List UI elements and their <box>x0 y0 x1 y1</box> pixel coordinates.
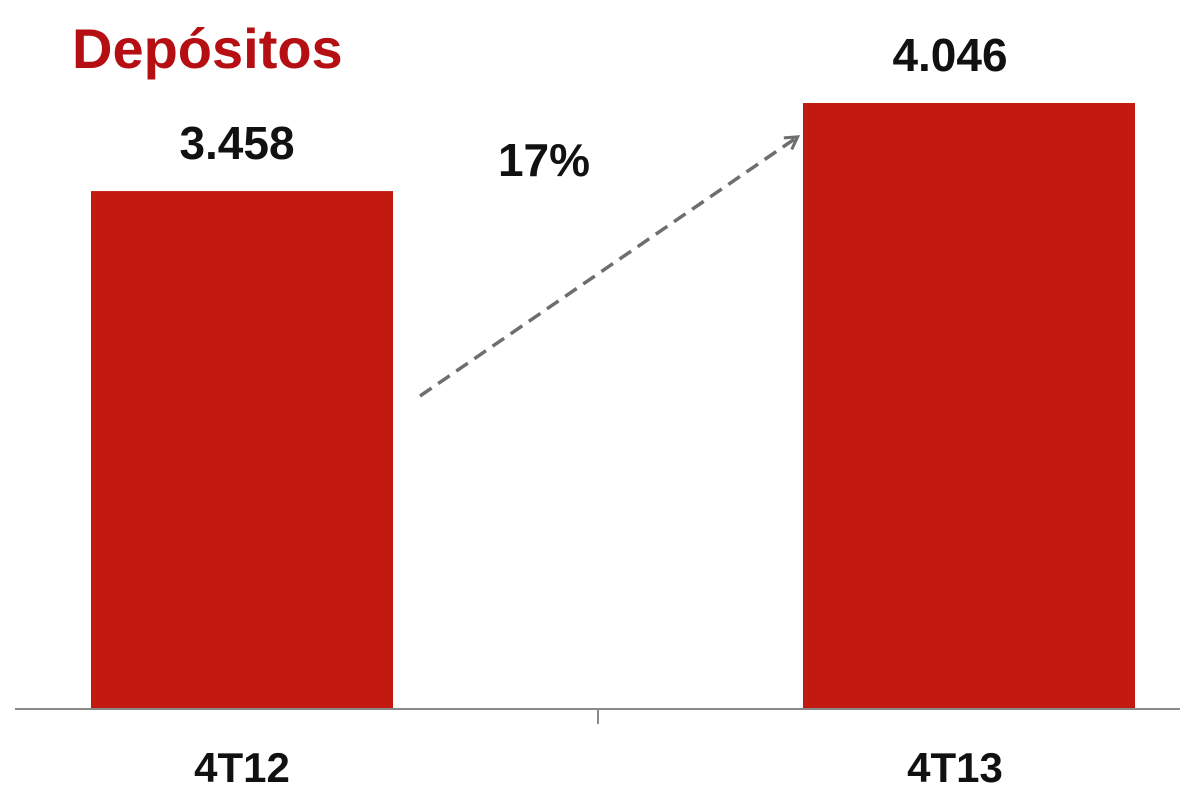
labels-layer: 3.458 4T12 4.046 4T13 <box>179 29 1007 791</box>
growth-label: 17% <box>498 134 590 186</box>
category-label-4t12: 4T12 <box>194 744 290 791</box>
growth-arrow <box>419 138 796 398</box>
bar-4t12 <box>91 191 393 709</box>
bar-4t13 <box>803 103 1135 710</box>
category-label-4t13: 4T13 <box>907 744 1003 791</box>
value-label-4t12: 3.458 <box>179 117 294 169</box>
value-label-4t13: 4.046 <box>892 29 1007 81</box>
chart-title: Depósitos <box>72 17 343 80</box>
bars-layer <box>91 103 1135 710</box>
